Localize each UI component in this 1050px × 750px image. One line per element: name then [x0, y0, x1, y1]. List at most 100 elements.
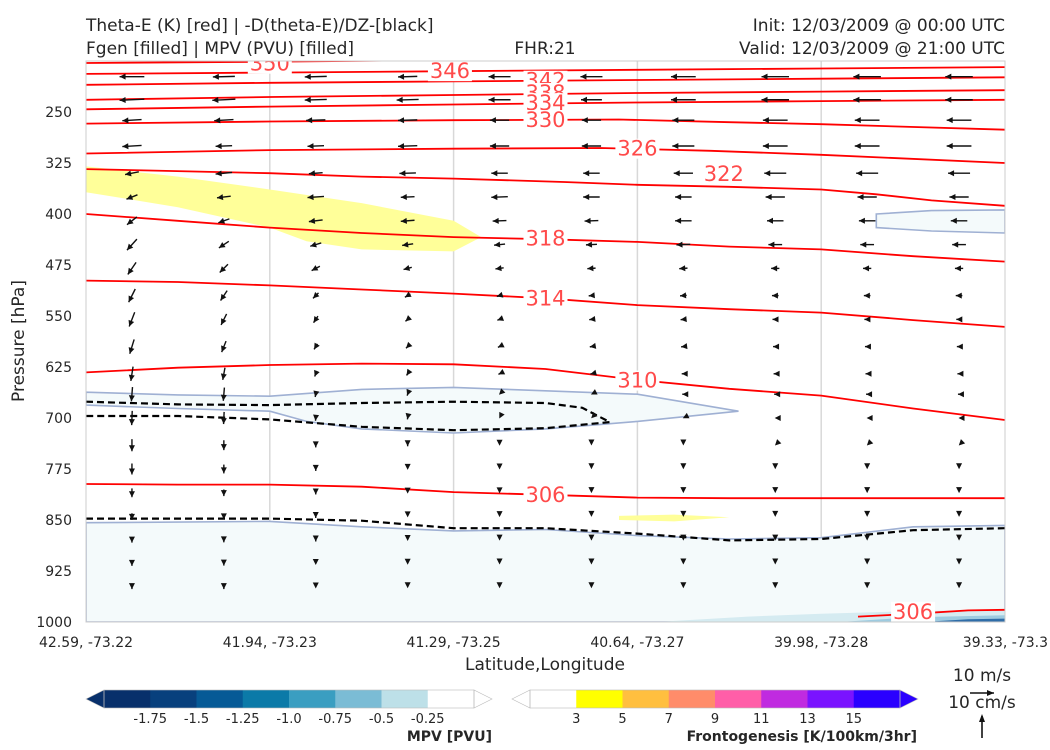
- wind-vector: [119, 97, 145, 104]
- y-tick-label: 550: [45, 309, 72, 325]
- wind-vector: [126, 194, 138, 200]
- colorbar-segment: [104, 690, 151, 708]
- wind-vector: [499, 388, 506, 395]
- colorbar-tick-label: 3: [572, 712, 580, 727]
- mpv-fill-layer: [86, 209, 1005, 622]
- contour-label-background: [523, 110, 568, 131]
- theta-e-contour-label: 326: [617, 137, 657, 161]
- wind-vector: [398, 73, 418, 80]
- colorbar-tick-label: 5: [618, 712, 626, 727]
- wind-vector: [675, 217, 692, 224]
- wind-vector: [856, 170, 879, 177]
- wind-vector: [853, 73, 881, 80]
- wind-vector: [404, 487, 411, 494]
- theta-e-contour: [86, 61, 440, 64]
- colorbar-extend-left: [511, 689, 531, 709]
- wind-vector: [863, 292, 871, 299]
- frontogenesis-region: [86, 166, 482, 252]
- wind-vector: [588, 558, 595, 565]
- wind-vector: [949, 194, 969, 200]
- colorbar-segment: [761, 690, 808, 708]
- wind-vector: [488, 73, 511, 80]
- x-axis-label: Latitude,Longitude: [465, 655, 625, 675]
- wind-vector: [313, 390, 320, 398]
- wind-vector: [774, 415, 781, 421]
- wind-vector: [491, 194, 508, 201]
- wind-vector: [581, 117, 602, 124]
- title-left-line1: Theta-E (K) [red] | -D(theta-E)/DZ-[blac…: [85, 16, 434, 36]
- wind-vector: [496, 291, 504, 298]
- wind-vector: [312, 464, 319, 471]
- wind-vector: [122, 117, 142, 124]
- wind-vector: [312, 315, 320, 324]
- wind-vector: [956, 510, 963, 517]
- wind-vector: [588, 510, 595, 517]
- wind-vector: [218, 240, 230, 249]
- wind-vector: [214, 117, 234, 124]
- wind-vector: [497, 315, 505, 321]
- wind-vector: [774, 439, 782, 446]
- y-tick-label: 475: [45, 258, 72, 274]
- vector-key-vertical-label: 10 cm/s: [948, 693, 1016, 713]
- colorbar-segment: [242, 690, 290, 708]
- wind-vector: [957, 370, 964, 377]
- wind-vector: [128, 339, 135, 354]
- wind-vector: [128, 386, 135, 402]
- wind-vector: [307, 143, 325, 150]
- theta-e-contour-label: 322: [704, 162, 744, 186]
- wind-vector: [496, 487, 503, 494]
- wind-vector: [954, 265, 964, 272]
- y-tick-label: 1000: [36, 615, 72, 631]
- wind-vector: [946, 143, 972, 149]
- vector-key-speed-label: 10 m/s: [953, 666, 1011, 686]
- wind-vector: [220, 489, 227, 497]
- wind-vector: [588, 463, 595, 470]
- theta-e-contour-label: 306: [525, 483, 565, 507]
- wind-vector: [400, 194, 415, 201]
- wind-vector: [863, 265, 872, 272]
- wind-vector: [675, 194, 692, 200]
- wind-vector: [404, 463, 411, 470]
- colorbar-extend-left: [85, 689, 105, 709]
- wind-vector: [127, 261, 137, 275]
- wind-vector: [312, 291, 320, 299]
- colorbar-outline: [529, 689, 901, 709]
- wind-vector: [216, 194, 231, 201]
- wind-vector: [866, 415, 873, 421]
- wind-vector: [220, 559, 227, 566]
- wind-vector: [126, 238, 138, 251]
- theta-e-contour-label: 318: [525, 226, 565, 250]
- colorbar-segment: [622, 690, 670, 708]
- contour-label-background: [523, 93, 568, 114]
- wind-vector: [680, 487, 687, 494]
- wind-vector: [220, 513, 227, 520]
- wind-vector: [220, 440, 227, 451]
- y-tick-label: 625: [45, 360, 72, 376]
- colorbar-extend-right: [473, 689, 493, 709]
- wind-vector: [308, 217, 323, 224]
- x-tick-label: 41.94, -73.23: [223, 635, 317, 651]
- colorbar-segment: [335, 690, 382, 708]
- colorbar-segment: [807, 690, 855, 708]
- wind-vector: [590, 389, 598, 395]
- theta-e-contour-label: 314: [525, 286, 565, 310]
- wind-vector: [955, 292, 963, 299]
- y-tick-label: 250: [45, 105, 72, 121]
- wind-vector: [853, 96, 881, 103]
- wind-vector: [499, 411, 505, 419]
- colorbar-tick-label: -1.5: [184, 712, 209, 727]
- wind-vector: [585, 241, 597, 248]
- wind-vector: [589, 315, 596, 322]
- contour-label-background: [701, 163, 746, 184]
- wind-vector: [406, 388, 413, 396]
- wind-vector: [679, 265, 688, 272]
- frontogenesis-fill-layer: [86, 166, 730, 522]
- wind-vector: [591, 411, 598, 419]
- colorbar-tick-label: -1.75: [133, 712, 167, 727]
- wind-vector: [124, 170, 139, 177]
- theta-e-contour: [86, 66, 1005, 75]
- wind-vector: [587, 265, 596, 272]
- wind-vector: [588, 534, 595, 541]
- wind-vector: [956, 316, 963, 323]
- wind-vector: [680, 316, 687, 323]
